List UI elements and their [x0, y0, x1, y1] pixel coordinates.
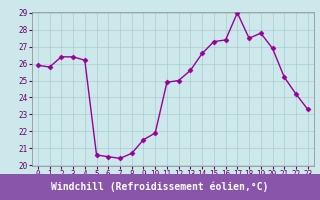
Text: Windchill (Refroidissement éolien,°C): Windchill (Refroidissement éolien,°C) [51, 182, 269, 192]
